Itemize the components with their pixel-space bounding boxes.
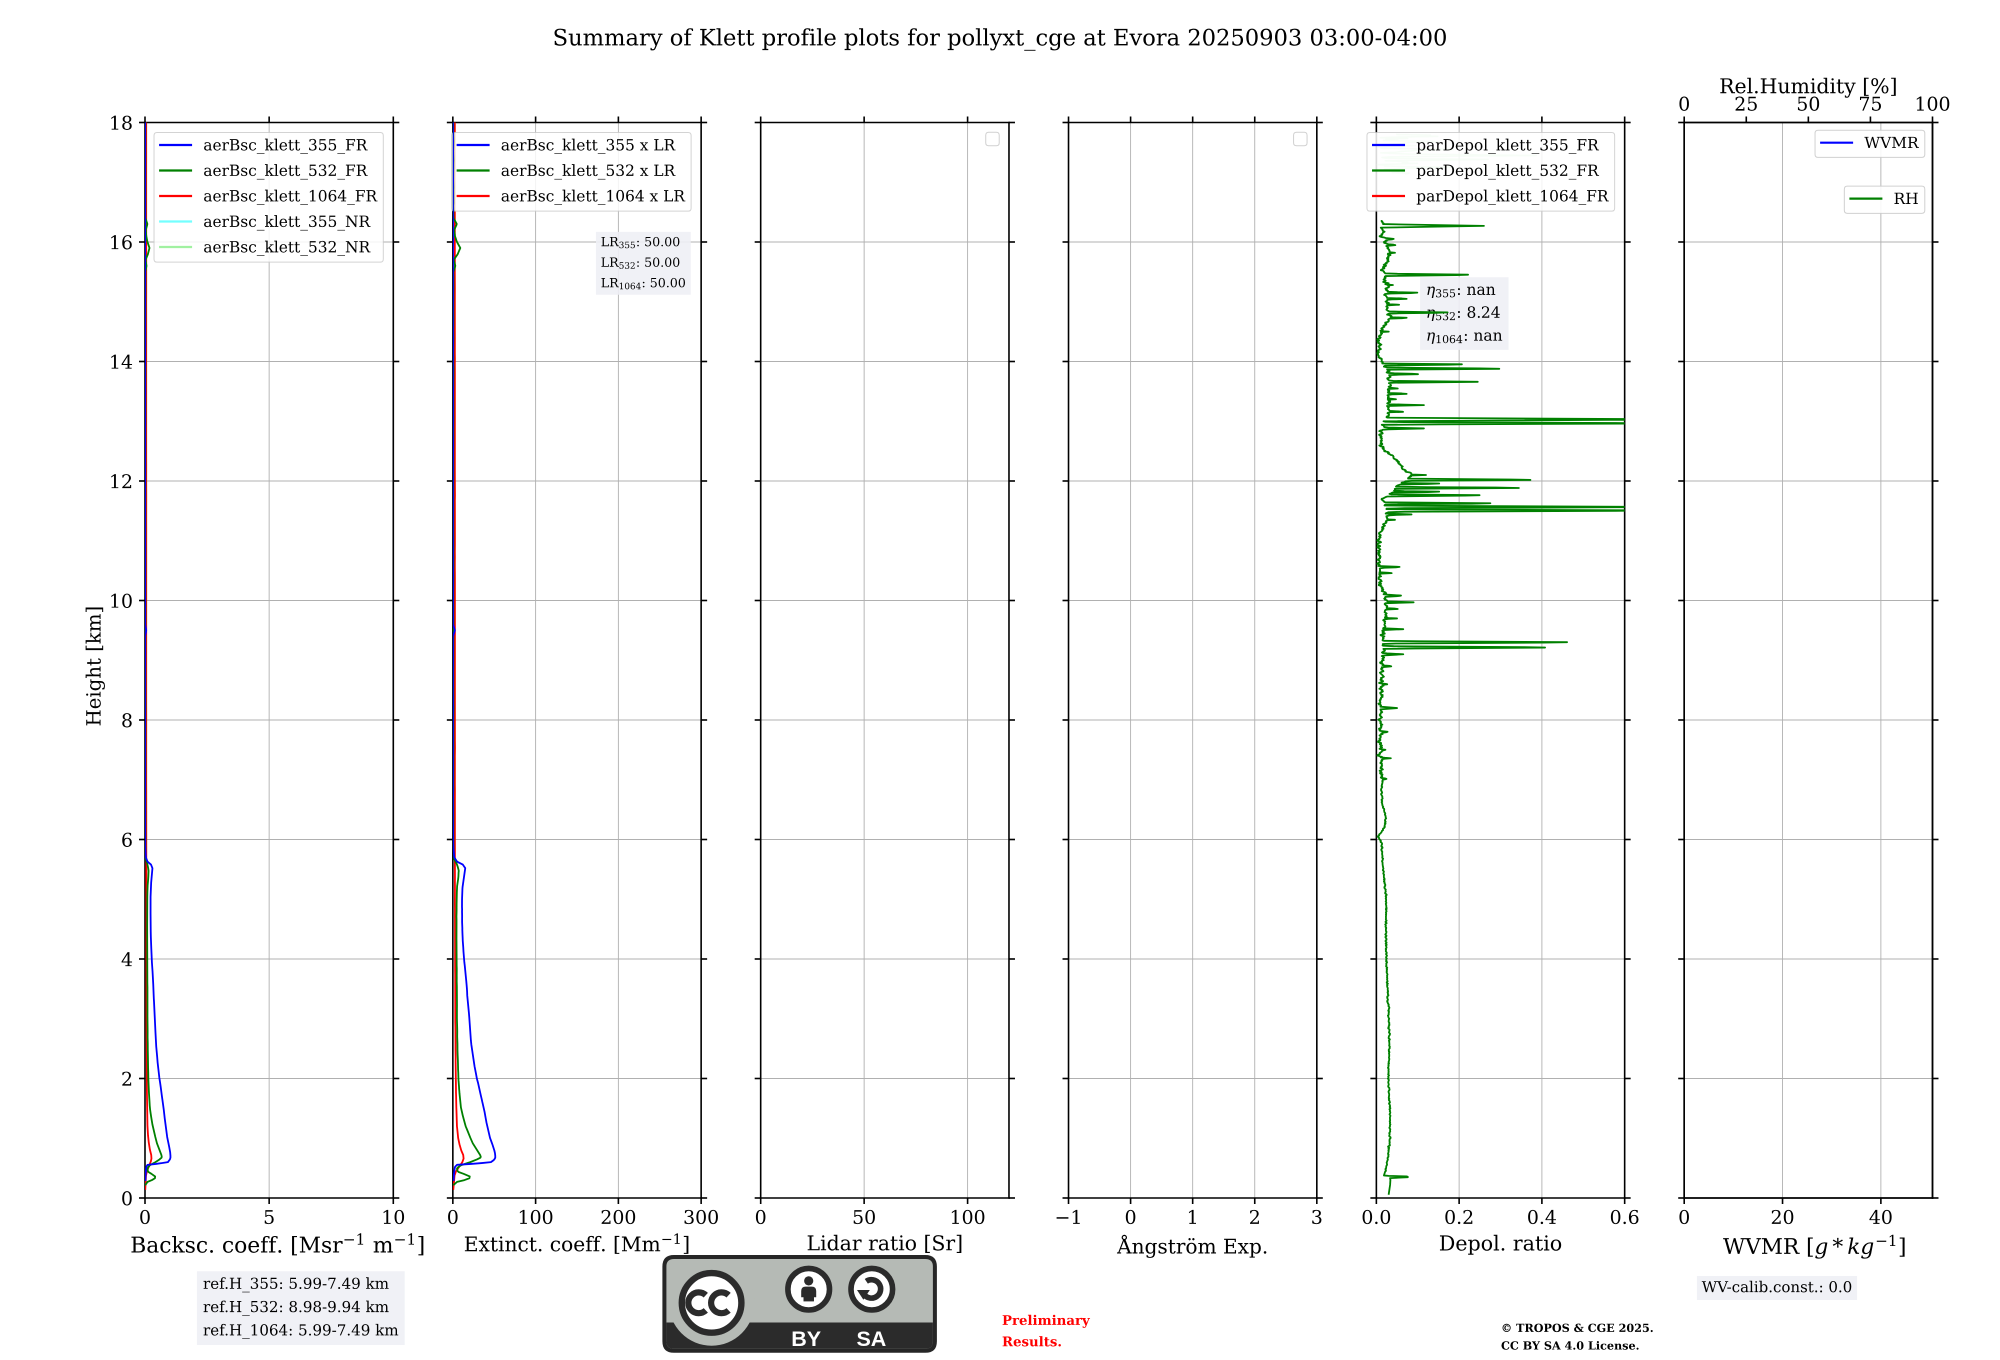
svg-text:BY: BY	[791, 1327, 821, 1351]
svg-text:SA: SA	[856, 1327, 886, 1351]
